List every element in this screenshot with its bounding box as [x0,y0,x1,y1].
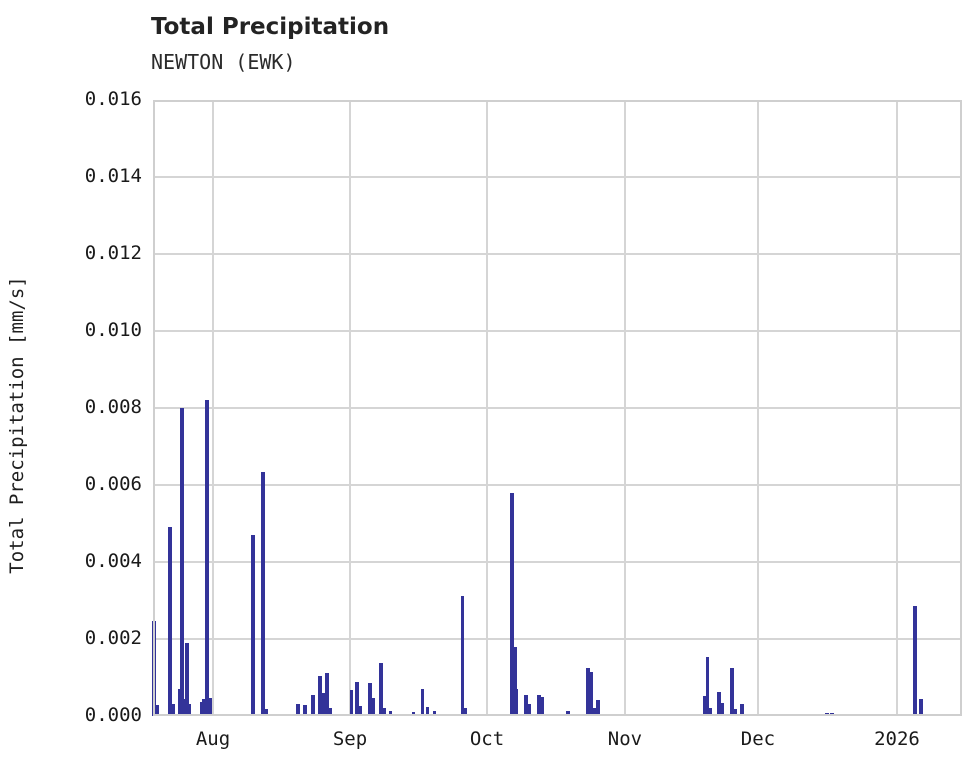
gridline-vertical [212,100,215,716]
bar [463,708,468,716]
gridline-vertical [895,100,898,716]
x-tick-label: Aug [195,728,231,750]
chart-subtitle: NEWTON (EWK) [151,50,296,74]
x-tick-label: Dec [740,728,776,750]
x-tick-label: Oct [469,728,505,750]
bar [264,709,268,716]
bar [566,711,570,716]
bar [432,711,437,716]
bar [537,695,541,716]
bar [460,595,465,716]
bar [720,702,725,716]
y-tick-label: 0.014 [84,165,142,187]
gridline-horizontal [153,330,962,332]
x-tick-label: Sep [332,728,368,750]
bar [510,492,514,716]
bar [349,689,354,716]
gridline-horizontal [153,176,962,178]
bar [180,408,184,716]
bar [514,689,518,716]
bar [596,700,600,716]
bar [717,692,722,716]
bar [310,694,315,716]
bar [205,400,209,716]
bar [705,657,710,716]
bar [381,707,386,716]
bar [185,642,189,716]
bar [251,535,255,716]
bar [200,702,204,716]
gridline-horizontal [153,253,962,255]
gridline-vertical [756,100,759,716]
y-tick-label: 0.000 [84,704,142,726]
bar [321,692,326,716]
bar [155,705,159,716]
bar [208,697,212,716]
axis-spine-left [153,100,155,716]
bar [261,471,265,716]
axis-spine-bottom [153,714,962,716]
bar [367,683,372,716]
bar [913,606,917,716]
gridline-vertical [623,100,626,716]
y-tick-label: 0.010 [84,319,142,341]
bar [327,708,332,716]
bar [388,711,393,716]
bar [730,668,735,716]
x-tick-label: 2026 [874,728,920,750]
bar [295,704,300,716]
bar [425,707,430,716]
bar [420,689,425,716]
y-axis-tick-labels: 0.000 0.002 0.004 0.006 0.008 0.010 0.012 0.014… [0,88,142,726]
gridline-horizontal [153,561,962,563]
y-tick-label: 0.006 [84,473,142,495]
bar [354,681,359,716]
bar [178,689,182,716]
bar [202,698,206,716]
bar [589,672,593,716]
y-tick-label: 0.008 [84,396,142,418]
bar [324,672,329,716]
bar [357,706,362,716]
x-axis-tick-labels: Aug Sep Oct Nov Dec 2026 [153,722,962,762]
bar [370,697,375,716]
axis-spine-top [153,100,962,102]
bar [702,695,707,716]
bar [513,647,517,716]
bar [524,694,528,716]
bar [708,707,713,716]
gridline-horizontal [153,407,962,409]
y-tick-label: 0.002 [84,627,142,649]
bar [171,704,175,716]
plot-area [152,100,962,716]
y-tick-label: 0.012 [84,242,142,264]
bar [168,526,172,716]
bar [733,709,738,716]
page-title: Total Precipitation [151,14,390,40]
bar [919,699,923,716]
bar [592,707,596,716]
gridline-vertical [486,100,489,716]
bar [378,662,383,716]
bar [302,705,307,716]
x-tick-label: Nov [607,728,643,750]
bar [317,675,322,716]
bar [187,704,191,716]
gridline-vertical [348,100,351,716]
bar [740,704,745,716]
bar [411,711,416,716]
bar [586,668,590,716]
y-tick-label: 0.016 [84,88,142,110]
gridline-horizontal [153,484,962,486]
y-tick-label: 0.004 [84,550,142,572]
bar [527,704,531,716]
gridline-horizontal [153,638,962,640]
bar [540,696,544,716]
axis-spine-right [960,100,962,716]
